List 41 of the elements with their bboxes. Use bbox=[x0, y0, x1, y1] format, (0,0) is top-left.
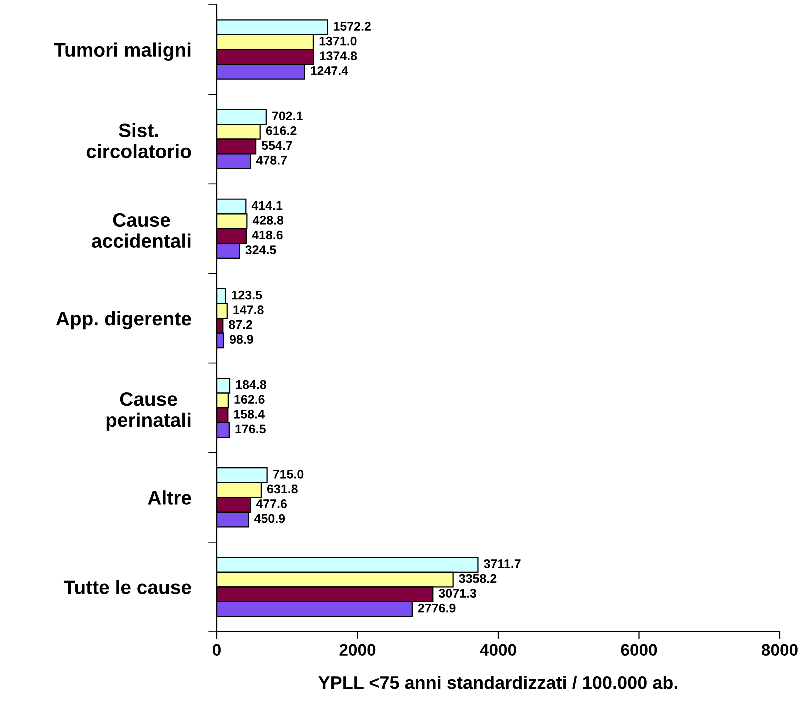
y-tick-label: Sist. circolatorio bbox=[86, 123, 192, 158]
text: 554.7 bbox=[262, 141, 292, 150]
y-tick-label: App. digerente bbox=[56, 311, 192, 330]
text: 478.7 bbox=[256, 156, 287, 165]
text: 1247.4 bbox=[311, 66, 349, 76]
text: 477.6 bbox=[256, 500, 287, 508]
text: 176.5 bbox=[236, 424, 266, 434]
text: 3711.7 bbox=[484, 560, 521, 568]
x-axis-title: YPLL <75 anni standardizzati / 100.000 ab. bbox=[318, 676, 678, 690]
x-tick-label: 2000 bbox=[340, 644, 376, 656]
text: 2776.9 bbox=[418, 604, 456, 613]
text: 1374.8 bbox=[320, 52, 358, 61]
text: 450.9 bbox=[254, 514, 286, 524]
y-tick-label: Tutte le cause bbox=[64, 580, 192, 594]
y-tick-label: Altre bbox=[148, 490, 192, 505]
text: 616.2 bbox=[266, 126, 297, 136]
x-tick-label: 0 bbox=[213, 644, 221, 656]
x-tick-label: 8000 bbox=[762, 644, 798, 656]
x-tick-label: 4000 bbox=[480, 644, 516, 656]
text: 162.6 bbox=[234, 395, 265, 404]
y-tick-label: Cause perinatali bbox=[106, 392, 191, 432]
y-tick-label: Tumori maligni bbox=[54, 42, 191, 61]
text: 1572.2 bbox=[334, 22, 371, 31]
text: 428.8 bbox=[252, 216, 284, 225]
text: 715.0 bbox=[273, 470, 304, 479]
text: 631.8 bbox=[267, 484, 298, 494]
x-tick-label: 6000 bbox=[621, 644, 658, 656]
text: 1371.0 bbox=[320, 36, 357, 46]
text: 418.6 bbox=[252, 230, 283, 240]
text: 3071.3 bbox=[438, 589, 476, 598]
text: 414.1 bbox=[252, 201, 283, 210]
text: 87.2 bbox=[229, 320, 253, 330]
y-tick-label: Cause accidentali bbox=[92, 213, 191, 248]
text: 123.5 bbox=[232, 290, 262, 300]
text: 147.8 bbox=[234, 306, 264, 314]
text: 702.1 bbox=[272, 112, 303, 121]
text: 98.9 bbox=[230, 335, 254, 344]
text: 158.4 bbox=[234, 410, 265, 419]
text: 184.8 bbox=[236, 380, 266, 390]
text: 324.5 bbox=[246, 246, 276, 254]
text: 3358.2 bbox=[459, 574, 497, 584]
